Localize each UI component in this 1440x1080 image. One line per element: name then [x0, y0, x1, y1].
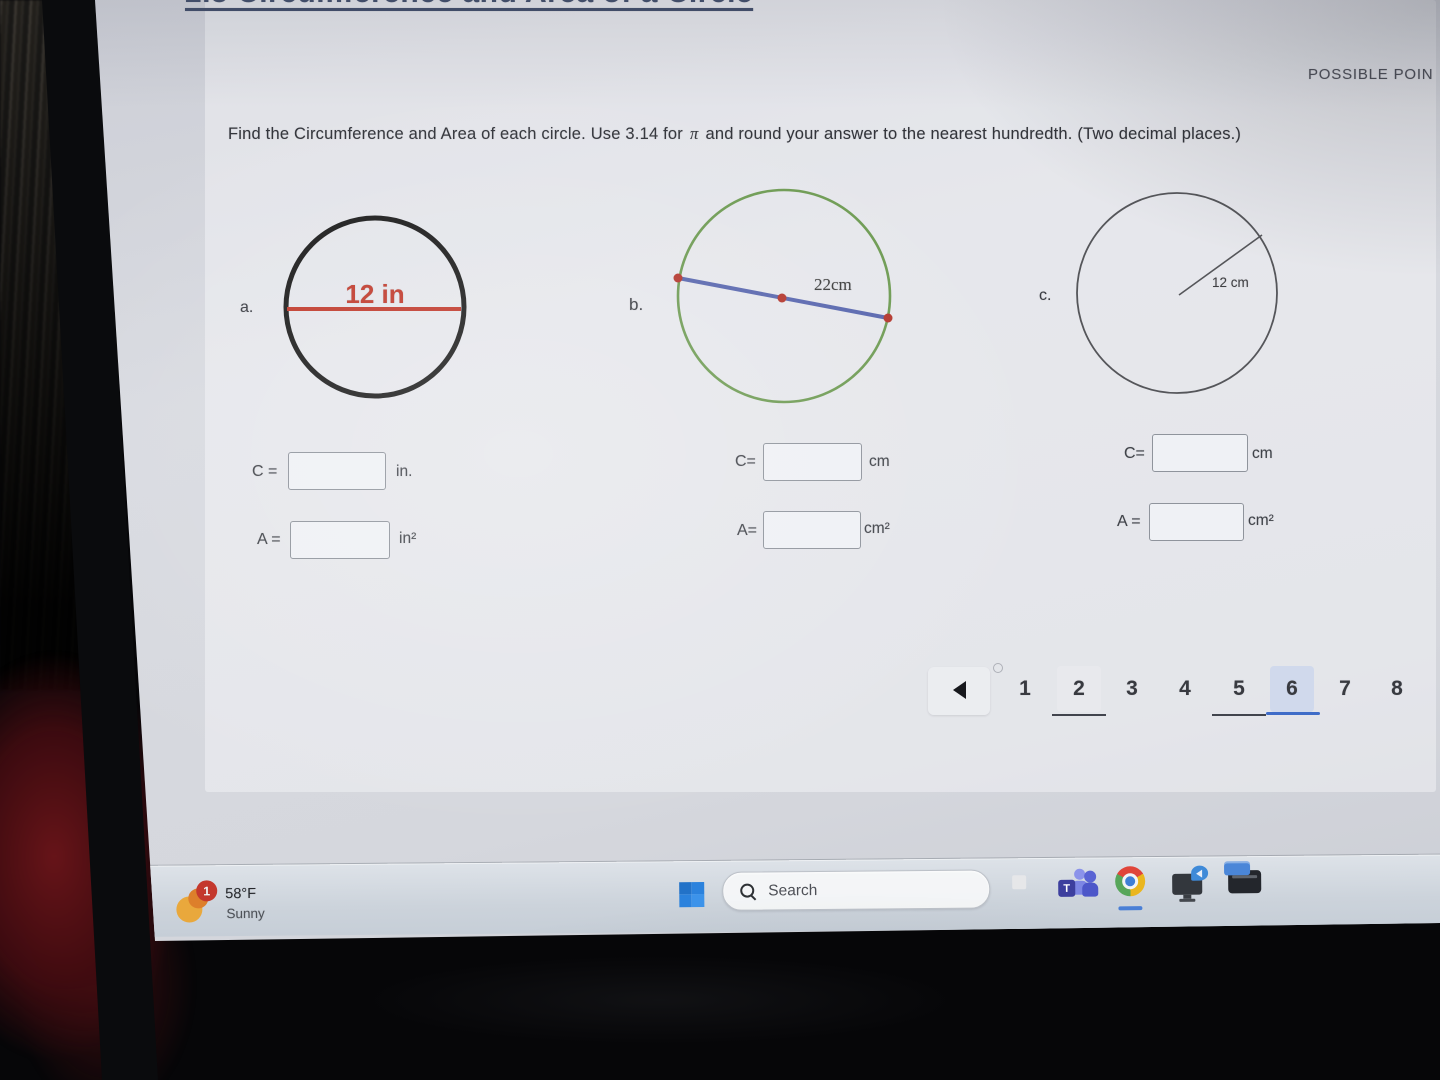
temperature-label: 58°F: [225, 885, 257, 903]
instruction-suffix: and round your answer to the nearest hun…: [705, 125, 1242, 143]
page-1-button[interactable]: 1: [1003, 666, 1047, 712]
problem-a-a-input[interactable]: [290, 521, 390, 559]
circle-a-outline: [283, 215, 467, 399]
problem-c-c-unit: cm: [1252, 445, 1273, 462]
small-ring-mark: [993, 663, 1003, 673]
back-arrow-icon: [952, 680, 966, 699]
page-2-button[interactable]: 2: [1052, 666, 1106, 716]
search-icon: [740, 883, 756, 899]
problem-c-a-label: A =: [1117, 513, 1141, 530]
windows-taskbar: 1 58°F Sunny T: [130, 854, 1440, 937]
circle-b-endpoint-dot: [673, 273, 683, 283]
problem-b-a-input[interactable]: [763, 511, 861, 549]
circle-b-endpoint-dot: [883, 313, 893, 323]
chrome-active-indicator: [1118, 906, 1143, 910]
problem-c-letter: c.: [1039, 287, 1052, 304]
problem-a-c-unit: in.: [396, 463, 413, 480]
page-7-button[interactable]: 7: [1323, 666, 1367, 712]
page-5-button[interactable]: 5: [1212, 666, 1266, 716]
circle-c-dimension-label: 12 cm: [1212, 275, 1249, 290]
circle-c-radius-line: [1178, 234, 1263, 296]
problem-a-a-unit: in²: [399, 530, 417, 547]
search-input[interactable]: [766, 879, 951, 901]
instruction-prefix: Find the Circumference and Area of each …: [228, 125, 683, 143]
circle-a-figure: 12 in: [283, 215, 467, 404]
circle-b-center-dot: [777, 293, 787, 303]
problem-b-c-input[interactable]: [763, 443, 862, 481]
circle-b-outline: [676, 188, 892, 404]
circle-b-dimension-label: 22cm: [814, 275, 852, 294]
page-3-button[interactable]: 3: [1110, 666, 1154, 712]
laptop-base-reflection: [260, 940, 1060, 1060]
page-title: 2.5 Circumference and Area of a Circle: [185, 0, 753, 10]
circle-a-dimension-label: 12 in: [345, 279, 404, 309]
circle-a-svg: 12 in: [283, 215, 467, 399]
circle-c-outline: [1076, 192, 1278, 394]
circle-c-svg: 12 cm: [1076, 192, 1278, 394]
notification-badge: 1: [196, 880, 218, 902]
problem-a-c-input[interactable]: [288, 452, 386, 490]
problem-a-c-label: C =: [252, 463, 278, 480]
search-bar[interactable]: [722, 869, 991, 911]
problem-b-c-label: C=: [735, 453, 756, 470]
circle-b-figure: 22cm: [670, 182, 898, 415]
problem-a-a-label: A =: [257, 531, 281, 548]
problem-b-a-label: A=: [737, 522, 758, 539]
problem-a-letter: a.: [240, 299, 254, 316]
circle-b-svg: 22cm: [673, 188, 893, 404]
problem-b-letter: b.: [629, 295, 644, 314]
back-page-button[interactable]: [928, 667, 990, 715]
problem-c-a-input[interactable]: [1149, 503, 1244, 541]
start-button[interactable]: [675, 878, 707, 910]
page-4-button[interactable]: 4: [1163, 666, 1207, 712]
problem-c-c-input[interactable]: [1152, 434, 1248, 472]
condition-label: Sunny: [226, 905, 265, 922]
circle-c-figure: 12 cm: [1075, 191, 1279, 400]
page-6-button-current[interactable]: 6: [1266, 666, 1320, 715]
possible-points-label: POSSIBLE POIN: [1308, 66, 1434, 83]
page-8-button[interactable]: 8: [1375, 666, 1419, 712]
teams-badge-letter: T: [1058, 879, 1076, 897]
instruction-text: Find the Circumference and Area of each …: [228, 124, 1408, 144]
weather-widget[interactable]: 1 58°F Sunny: [168, 879, 308, 928]
chrome-icon: [1115, 866, 1146, 897]
problem-c-a-unit: cm²: [1248, 512, 1274, 529]
problem-b-a-unit: cm²: [864, 520, 890, 537]
problem-b-c-unit: cm: [869, 453, 890, 470]
pi-symbol: π: [689, 124, 699, 143]
problem-c-c-label: C=: [1124, 445, 1145, 462]
